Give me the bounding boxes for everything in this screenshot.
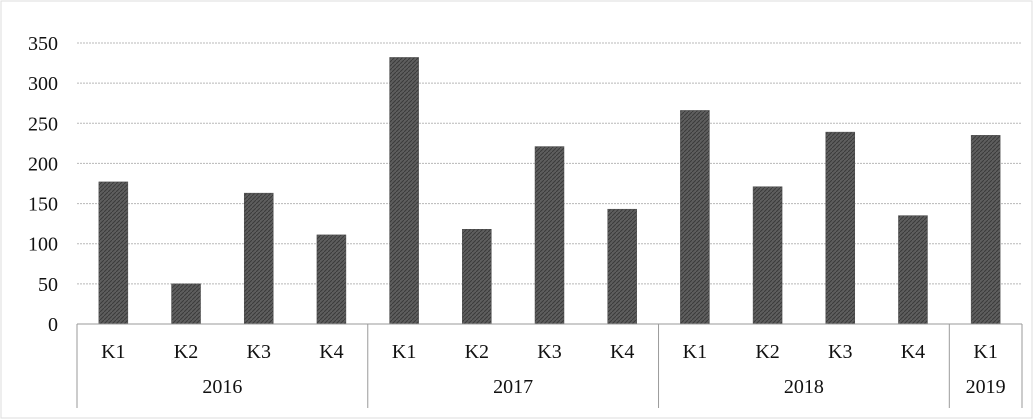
bar: [462, 229, 492, 325]
y-tick-label: 0: [48, 314, 58, 336]
x-tick-label: K1: [392, 341, 416, 363]
bars: [98, 57, 1001, 325]
x-tick-label: K2: [174, 341, 198, 363]
y-tick-label: 100: [28, 234, 58, 256]
bar: [98, 181, 129, 325]
x-tick-label: K2: [755, 341, 779, 363]
x-tick-label: K3: [247, 341, 271, 363]
x-tick-label: K1: [683, 341, 707, 363]
x-tick-label: K3: [828, 341, 852, 363]
x-tick-label: K2: [465, 341, 489, 363]
x-group-label: 2017: [493, 376, 533, 398]
y-tick-label: 250: [28, 113, 58, 135]
y-tick-label: 300: [28, 73, 58, 95]
y-tick-label: 50: [38, 274, 58, 296]
bar: [607, 208, 637, 325]
x-tick-label: K4: [610, 341, 634, 363]
x-tick-label: K4: [319, 341, 343, 363]
x-group-label: 2016: [202, 376, 242, 398]
y-tick-label: 150: [28, 194, 58, 216]
bar: [171, 283, 201, 325]
y-tick-label: 200: [28, 153, 58, 175]
y-tick-label: 350: [28, 33, 58, 55]
bar: [970, 135, 1001, 325]
bar: [752, 186, 783, 325]
bar: [316, 234, 347, 325]
y-axis-ticks: 0 50 100 150 200 250 300 350: [28, 33, 58, 336]
bar: [680, 110, 710, 325]
bar: [534, 146, 565, 325]
bar: [389, 57, 419, 325]
x-axis: K1 K2 K3 K4 K1 K2 K3 K4 K1 K2 K3 K4 K1 2016 2017 2018 20…: [76, 323, 1023, 408]
x-group-label: 2018: [784, 376, 824, 398]
bar: [825, 131, 856, 325]
x-tick-label: K3: [537, 341, 561, 363]
x-tick-label: K1: [973, 341, 997, 363]
x-group-label: 2019: [966, 376, 1006, 398]
x-tick-label: K4: [901, 341, 925, 363]
bar: [243, 192, 274, 325]
bar: [898, 215, 928, 325]
x-tick-label: K1: [101, 341, 125, 363]
